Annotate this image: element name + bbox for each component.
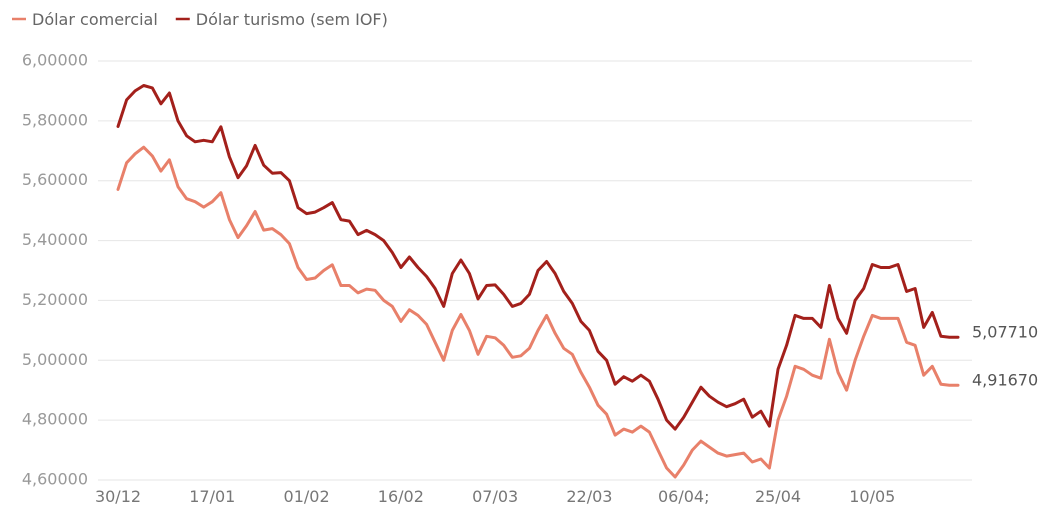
x-tick-label: 10/05 — [849, 487, 895, 506]
x-tick-label: 01/02 — [284, 487, 330, 506]
legend-item: Dólar comercial — [12, 10, 158, 29]
legend-label: Dólar turismo (sem IOF) — [196, 10, 388, 29]
y-gridlines — [98, 60, 972, 481]
y-tick-label: 4,60000 — [22, 470, 88, 489]
legend: Dólar comercial Dólar turismo (sem IOF) — [12, 10, 388, 29]
series-line-dolar-turismo — [116, 84, 960, 431]
y-tick-label: 5,00000 — [22, 350, 88, 369]
y-tick-label: 5,40000 — [22, 230, 88, 249]
y-tick-label: 5,60000 — [22, 170, 88, 189]
series-line-dolar-comercial — [116, 145, 960, 479]
x-tick-label: 07/03 — [472, 487, 518, 506]
end-labels: 4,91670 5,07710 — [972, 323, 1038, 390]
x-tick-label: 30/12 — [95, 487, 141, 506]
end-value-label: 5,07710 — [972, 323, 1038, 342]
legend-label: Dólar comercial — [32, 10, 158, 29]
end-value-label: 4,91670 — [972, 371, 1038, 390]
legend-item: Dólar turismo (sem IOF) — [175, 10, 388, 29]
y-tick-label: 5,80000 — [22, 110, 88, 129]
x-axis: 30/12 17/01 01/02 16/02 07/03 22/03 06/04; 25/0… — [95, 487, 895, 506]
y-axis: 6,00000 5,80000 5,60000 5,40000 5,20000 5,000… — [22, 51, 88, 489]
x-tick-label: 06/04; — [658, 487, 710, 506]
y-tick-label: 6,00000 — [22, 51, 88, 70]
series-lines — [116, 84, 960, 479]
x-tick-label: 25/04 — [755, 487, 801, 506]
y-tick-label: 5,20000 — [22, 290, 88, 309]
x-tick-label: 17/01 — [189, 487, 235, 506]
x-tick-label: 22/03 — [566, 487, 612, 506]
x-tick-label: 16/02 — [378, 487, 424, 506]
y-tick-label: 4,80000 — [22, 410, 88, 429]
